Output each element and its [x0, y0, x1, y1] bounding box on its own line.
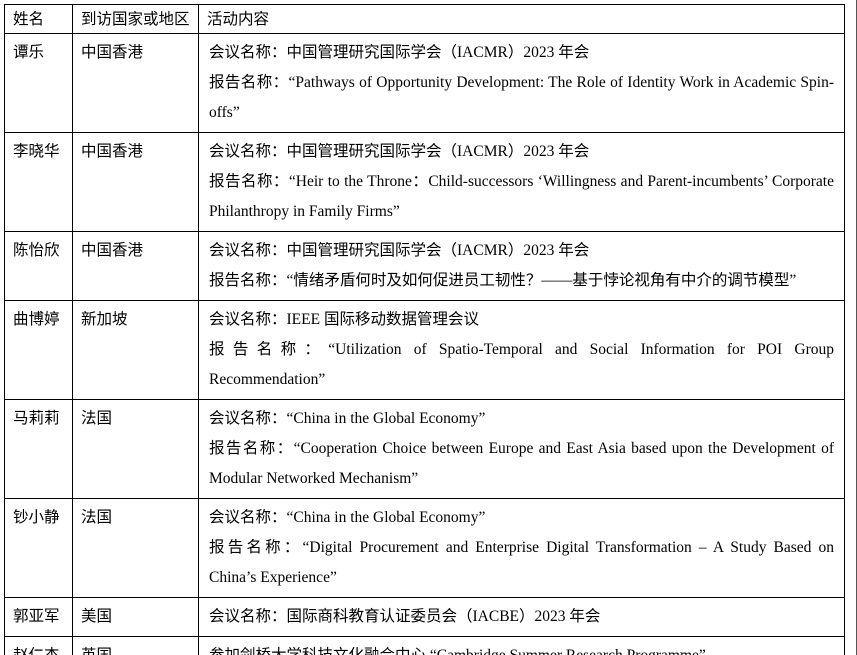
table-row: 郭亚军 美国 会议名称：国际商科教育认证委员会（IACBE）2023 年会 — [4, 597, 845, 637]
destination: 中国香港 — [72, 132, 199, 232]
table-row: 谭乐 中国香港 会议名称：中国管理研究国际学会（IACMR）2023 年会 报告… — [4, 33, 845, 133]
activity-cell: 会议名称：“China in the Global Economy” 报告名称：… — [198, 498, 845, 598]
activity-line: 报告名称：“Digital Procurement and Enterprise… — [209, 539, 834, 586]
destination: 法国 — [72, 399, 199, 499]
header-cell-name: 姓名 — [4, 4, 73, 34]
person-name: 谭乐 — [4, 33, 73, 133]
header-row: 姓名 到访国家或地区 活动内容 — [4, 4, 845, 34]
activity-line: 报告名称：“Pathways of Opportunity Developmen… — [209, 74, 834, 121]
table-row: 马莉莉 法国 会议名称：“China in the Global Economy… — [4, 399, 845, 499]
activity-cell: 会议名称：中国管理研究国际学会（IACMR）2023 年会 报告名称：“情绪矛盾… — [198, 231, 845, 301]
activity-cell: 会议名称：国际商科教育认证委员会（IACBE）2023 年会 — [198, 597, 845, 637]
person-name: 赵仁杰 — [4, 636, 73, 655]
table-row: 陈怡欣 中国香港 会议名称：中国管理研究国际学会（IACMR）2023 年会 报… — [4, 231, 845, 301]
person-name: 李晓华 — [4, 132, 73, 232]
destination: 英国 — [72, 636, 199, 655]
activity-cell: 会议名称：中国管理研究国际学会（IACMR）2023 年会 报告名称：“Path… — [198, 33, 845, 133]
destination: 中国香港 — [72, 231, 199, 301]
table-row: 钞小静 法国 会议名称：“China in the Global Economy… — [4, 498, 845, 598]
activity-line: 参加剑桥大学科技文化融合中心 “Cambridge Summer Researc… — [199, 641, 844, 655]
activity-line: 报告名称：“情绪矛盾何时及如何促进员工韧性？——基于悖论视角有中介的调节模型” — [209, 272, 797, 289]
person-name: 曲博婷 — [4, 300, 73, 400]
activity-cell: 会议名称：IEEE 国际移动数据管理会议 报告名称：“Utilization o… — [198, 300, 845, 400]
activity-cell: 会议名称：“China in the Global Economy” 报告名称：… — [198, 399, 845, 499]
destination: 新加坡 — [72, 300, 199, 400]
activity-line: 会议名称：中国管理研究国际学会（IACMR）2023 年会 — [209, 44, 590, 61]
person-name: 陈怡欣 — [4, 231, 73, 301]
itinerary-table: 姓名 到访国家或地区 活动内容 谭乐 中国香港 会议名称：中国管理研究国际学会（… — [4, 4, 845, 655]
destination: 美国 — [72, 597, 199, 637]
person-name: 马莉莉 — [4, 399, 73, 499]
activity-line: 会议名称：IEEE 国际移动数据管理会议 — [209, 311, 479, 328]
destination: 法国 — [72, 498, 199, 598]
table-row: 曲博婷 新加坡 会议名称：IEEE 国际移动数据管理会议 报告名称：“Utili… — [4, 300, 845, 400]
header-cell-activity: 活动内容 — [198, 4, 845, 34]
person-name: 钞小静 — [4, 498, 73, 598]
activity-line: 报告名称：“Heir to the Throne：Child-successor… — [209, 173, 834, 220]
activity-line: 报告名称：“Cooperation Choice between Europe … — [209, 440, 834, 487]
activity-cell: 参加剑桥大学科技文化融合中心 “Cambridge Summer Researc… — [198, 636, 845, 655]
activity-line: 会议名称：“China in the Global Economy” — [209, 410, 486, 427]
activity-line: 会议名称：中国管理研究国际学会（IACMR）2023 年会 — [209, 143, 590, 160]
table-row: 李晓华 中国香港 会议名称：中国管理研究国际学会（IACMR）2023 年会 报… — [4, 132, 845, 232]
activity-line: 报告名称：“Utilization of Spatio-Temporal and… — [209, 341, 834, 388]
itinerary-table-wrap: 姓名 到访国家或地区 活动内容 谭乐 中国香港 会议名称：中国管理研究国际学会（… — [4, 4, 845, 655]
activity-line: 会议名称：国际商科教育认证委员会（IACBE）2023 年会 — [209, 608, 601, 625]
header-cell-destination: 到访国家或地区 — [72, 4, 199, 34]
activity-line: 会议名称：中国管理研究国际学会（IACMR）2023 年会 — [209, 242, 590, 259]
destination: 中国香港 — [72, 33, 199, 133]
activity-line: 会议名称：“China in the Global Economy” — [209, 509, 486, 526]
person-name: 郭亚军 — [4, 597, 73, 637]
activity-cell: 会议名称：中国管理研究国际学会（IACMR）2023 年会 报告名称：“Heir… — [198, 132, 845, 232]
table-row: 赵仁杰 英国 参加剑桥大学科技文化融合中心 “Cambridge Summer … — [4, 636, 845, 655]
